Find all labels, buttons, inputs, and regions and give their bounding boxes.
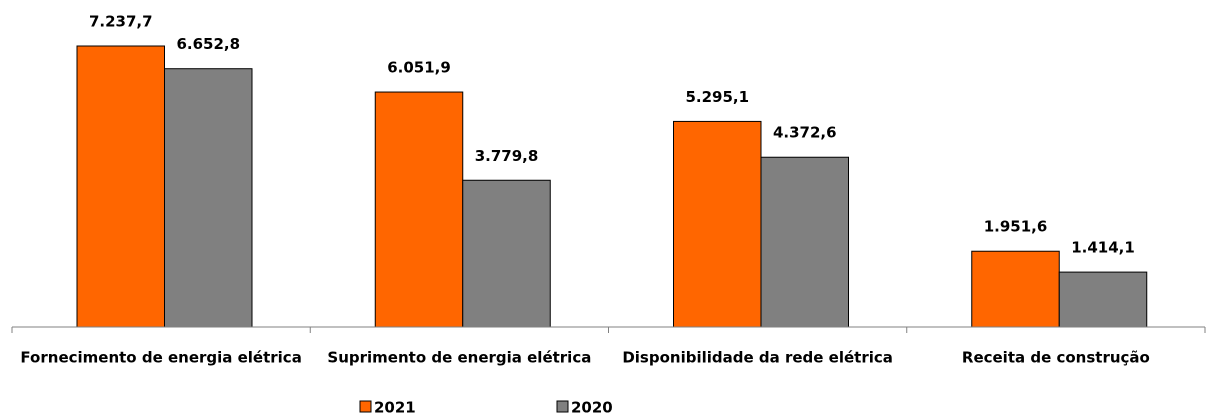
x-tick-label: Suprimento de energia elétrica	[327, 349, 591, 367]
legend-swatch	[556, 400, 569, 413]
value-label: 6.652,8	[176, 35, 240, 53]
bar	[374, 91, 464, 328]
bar	[760, 156, 849, 328]
value-label: 5.295,1	[685, 88, 749, 106]
value-label: 1.951,6	[984, 218, 1048, 236]
bar	[971, 250, 1060, 328]
value-label: 6.051,9	[387, 59, 451, 77]
bar	[1058, 271, 1148, 328]
legend-text: 2021	[374, 399, 416, 417]
x-tick-label: Disponibilidade da rede elétrica	[622, 349, 893, 367]
value-label: 7.237,7	[89, 13, 153, 31]
legend-text: 2020	[571, 399, 613, 417]
value-label: 3.779,8	[475, 147, 539, 165]
x-tick-label: Receita de construção	[962, 349, 1150, 367]
bar	[673, 120, 762, 328]
bar	[76, 45, 165, 328]
bar	[164, 68, 253, 328]
bar	[462, 179, 551, 328]
value-label: 1.414,1	[1071, 239, 1135, 257]
value-label: 4.372,6	[773, 124, 837, 142]
x-tick-label: Fornecimento de energia elétrica	[20, 349, 301, 367]
legend-swatch	[359, 400, 372, 413]
